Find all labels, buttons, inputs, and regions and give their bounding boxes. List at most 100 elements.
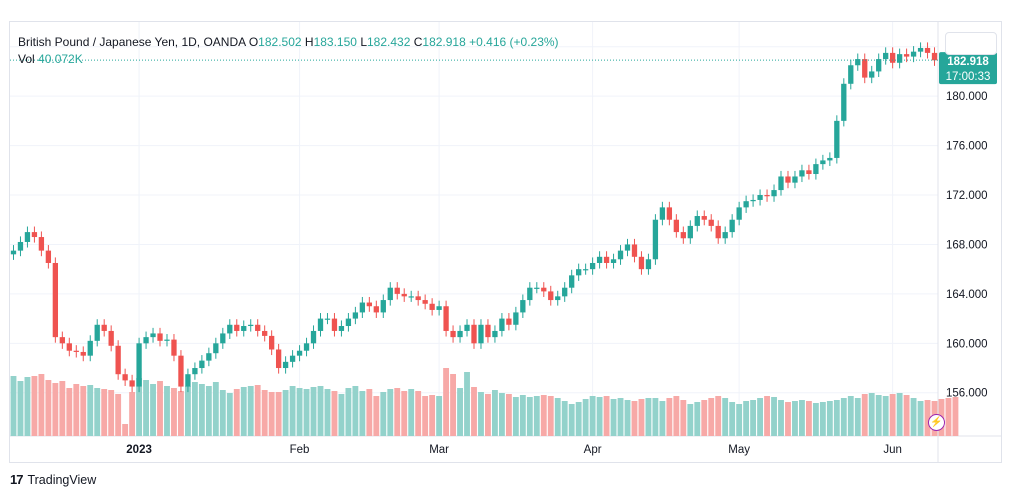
candle-body — [178, 355, 184, 387]
volume-bar — [575, 402, 582, 436]
candle-body — [548, 291, 554, 301]
volume-bar — [59, 381, 66, 436]
volume-bar — [436, 396, 443, 436]
volume-bar — [526, 397, 533, 436]
candle-body — [373, 306, 379, 313]
candle-body — [576, 269, 582, 276]
candle-body — [143, 337, 149, 344]
candle-body — [87, 340, 93, 356]
brand-name: TradingView — [27, 472, 97, 487]
candle-body — [492, 330, 498, 338]
volume-bar — [833, 400, 840, 436]
candle-body — [917, 47, 924, 52]
candle-body — [834, 120, 840, 158]
candle-body — [471, 324, 477, 344]
volume-bar — [136, 378, 143, 436]
y-tick-label: 168.000 — [946, 239, 988, 251]
volume-bar — [108, 390, 115, 436]
candle-body — [157, 333, 163, 341]
candle-body — [750, 199, 756, 202]
volume-bar — [143, 380, 149, 436]
volume-bar — [275, 392, 282, 436]
candle-body — [464, 324, 470, 331]
candle-body — [534, 287, 540, 289]
candle-body — [820, 160, 826, 165]
candle-body — [31, 232, 38, 238]
volume-bar — [31, 376, 38, 436]
candle-body — [269, 335, 275, 350]
candle-body — [562, 287, 568, 297]
volume-bar — [736, 404, 743, 436]
volume-bar — [240, 387, 247, 436]
volume-bar — [471, 387, 477, 436]
candle-body — [436, 306, 442, 310]
candle-body — [450, 330, 456, 338]
volume-bar — [680, 400, 687, 436]
candle-body — [122, 374, 128, 381]
volume-bar — [422, 396, 429, 436]
candle-body — [910, 51, 917, 57]
chart-frame — [9, 21, 1002, 463]
candle-body — [792, 176, 798, 183]
candle-body — [827, 157, 833, 161]
volume-bar — [492, 390, 498, 436]
volume-bar — [854, 398, 861, 436]
scale-toggle-button[interactable] — [945, 32, 997, 55]
candle-body — [66, 343, 72, 351]
volume-bar — [743, 401, 750, 436]
volume-bar — [268, 392, 275, 436]
symbol-title[interactable]: British Pound / Japanese Yen, 1D, OANDA — [18, 35, 246, 49]
candle-body — [903, 54, 910, 57]
candle-body — [582, 269, 589, 271]
volume-bar — [861, 394, 868, 436]
candle-body — [150, 333, 156, 338]
candle-body — [659, 207, 666, 220]
candle-body — [855, 59, 861, 66]
candle-body — [443, 306, 449, 331]
volume-bar — [254, 385, 261, 436]
candle-body — [234, 324, 240, 331]
candle-body — [862, 59, 868, 78]
lightning-icon[interactable]: ⚡ — [928, 414, 945, 431]
volume-label[interactable]: Vol — [18, 52, 35, 66]
volume-bar — [366, 389, 373, 436]
candle-body — [848, 65, 854, 84]
candle-body — [227, 324, 233, 334]
volume-bar — [373, 396, 380, 436]
candle-body — [248, 324, 254, 327]
y-tick-label: 180.000 — [946, 91, 988, 103]
candle-body — [513, 312, 519, 325]
y-tick-label: 164.000 — [946, 289, 988, 301]
volume-bar — [331, 391, 338, 436]
candle-body — [617, 250, 624, 260]
candle-body — [876, 59, 882, 72]
volume-bar — [701, 400, 708, 436]
volume-bar — [708, 398, 715, 436]
candle-body — [415, 296, 421, 301]
volume-bar — [380, 392, 387, 436]
candle-body — [136, 343, 142, 387]
volume-bar — [875, 395, 882, 436]
volume-bar — [205, 386, 212, 436]
volume-bar — [345, 388, 352, 436]
candle-body — [708, 219, 714, 226]
candle-body — [38, 237, 45, 251]
volume-bar — [394, 388, 401, 436]
candle-body — [213, 343, 219, 354]
volume-bar — [666, 398, 673, 436]
candle-body — [45, 250, 52, 263]
candle-body — [596, 256, 603, 263]
volume-bar — [464, 372, 470, 436]
volume-bar — [903, 395, 910, 436]
branding[interactable]: 17 TradingView — [10, 472, 96, 487]
candle-body — [282, 361, 289, 369]
candle-body — [422, 300, 428, 304]
volume-bar — [945, 398, 952, 436]
volume-bar — [219, 390, 226, 436]
low-value: 182.432 — [367, 35, 411, 49]
volume-bar — [868, 393, 875, 436]
volume-legend: Vol 40.072K — [18, 52, 83, 66]
candle-body — [778, 176, 784, 191]
volume-bar — [226, 393, 233, 436]
